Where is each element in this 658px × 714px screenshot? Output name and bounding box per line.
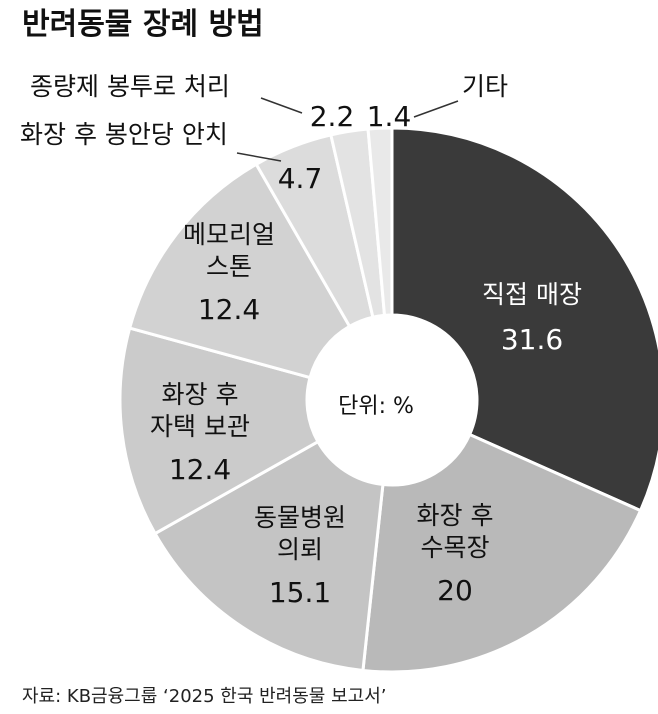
slice-value-label: 20: [437, 574, 473, 607]
leader-line: [413, 100, 459, 118]
leader-line: [260, 97, 303, 114]
slice-label: 직접 매장: [482, 280, 582, 309]
chart-title: 반려동물 장례 방법: [22, 7, 264, 42]
source-note: 자료: KB금융그룹 ‘2025 한국 반려동물 보고서’: [22, 686, 386, 707]
slice-value-label: 2.2: [310, 100, 355, 133]
slice-label: 화장 후: [417, 501, 494, 530]
leader-line: [236, 152, 282, 162]
center-unit-label: 단위: %: [338, 394, 414, 419]
donut-hole: [307, 315, 477, 485]
slice-value-label: 4.7: [278, 162, 323, 195]
slice-value-label: 12.4: [169, 453, 231, 486]
slice-value-label: 31.6: [501, 323, 563, 356]
slice-label: 화장 후: [162, 380, 239, 409]
slice-label: 수목장: [420, 533, 489, 562]
slice-label: 자택 보관: [150, 412, 250, 441]
slice-label: 메모리얼: [183, 220, 275, 249]
slice-value-label: 1.4: [367, 100, 412, 133]
leader-lines: [236, 97, 459, 162]
slice-label: 동물병원: [254, 503, 346, 532]
slice-value-label: 12.4: [198, 293, 260, 326]
slice-label: 기타: [462, 72, 508, 101]
slice-value-label: 15.1: [269, 576, 331, 609]
slice-label: 스톤: [206, 252, 252, 281]
slice-label: 의뢰: [277, 535, 323, 564]
slice-label: 화장 후 봉안당 안치: [20, 120, 228, 149]
pie-slices: [118, 126, 658, 674]
slice-label: 종량제 봉투로 처리: [30, 72, 230, 101]
pie-slice: [152, 439, 385, 673]
